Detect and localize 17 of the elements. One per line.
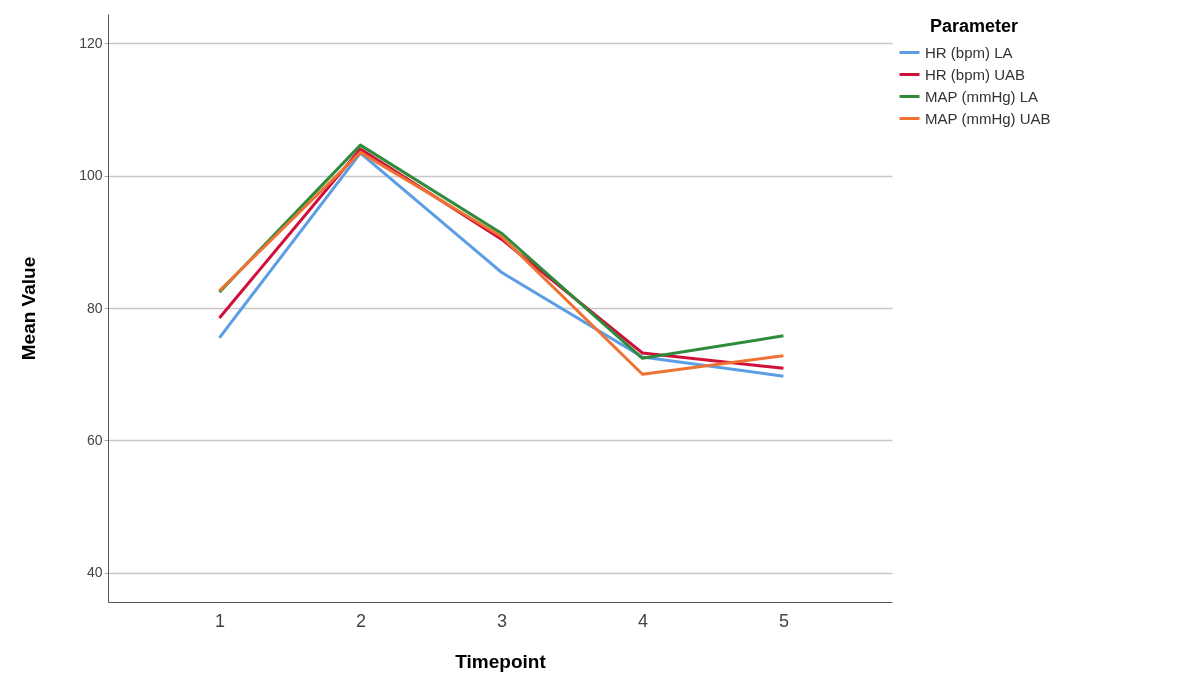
x-tick-label: 1 xyxy=(214,610,225,631)
y-tick-label: 60 xyxy=(86,431,103,448)
x-tick-label: 4 xyxy=(637,610,648,631)
y-tick-label: 80 xyxy=(86,299,103,316)
legend-title: Parameter xyxy=(929,16,1019,36)
x-tick-label: 3 xyxy=(496,610,507,631)
legend-label: HR (bpm) UAB xyxy=(925,65,1026,83)
x-tick-label: 2 xyxy=(355,610,366,631)
y-tick-label: 40 xyxy=(86,564,103,581)
x-axis-title: Timepoint xyxy=(455,650,547,672)
y-tick-label: 120 xyxy=(79,34,103,51)
legend-label: MAP (mmHg) UAB xyxy=(925,109,1051,127)
legend-label: MAP (mmHg) LA xyxy=(925,87,1039,105)
x-tick-label: 5 xyxy=(778,610,789,631)
y-tick-label: 100 xyxy=(79,167,103,184)
y-axis-title: Mean Value xyxy=(18,256,40,361)
legend-label: HR (bpm) LA xyxy=(925,43,1013,61)
